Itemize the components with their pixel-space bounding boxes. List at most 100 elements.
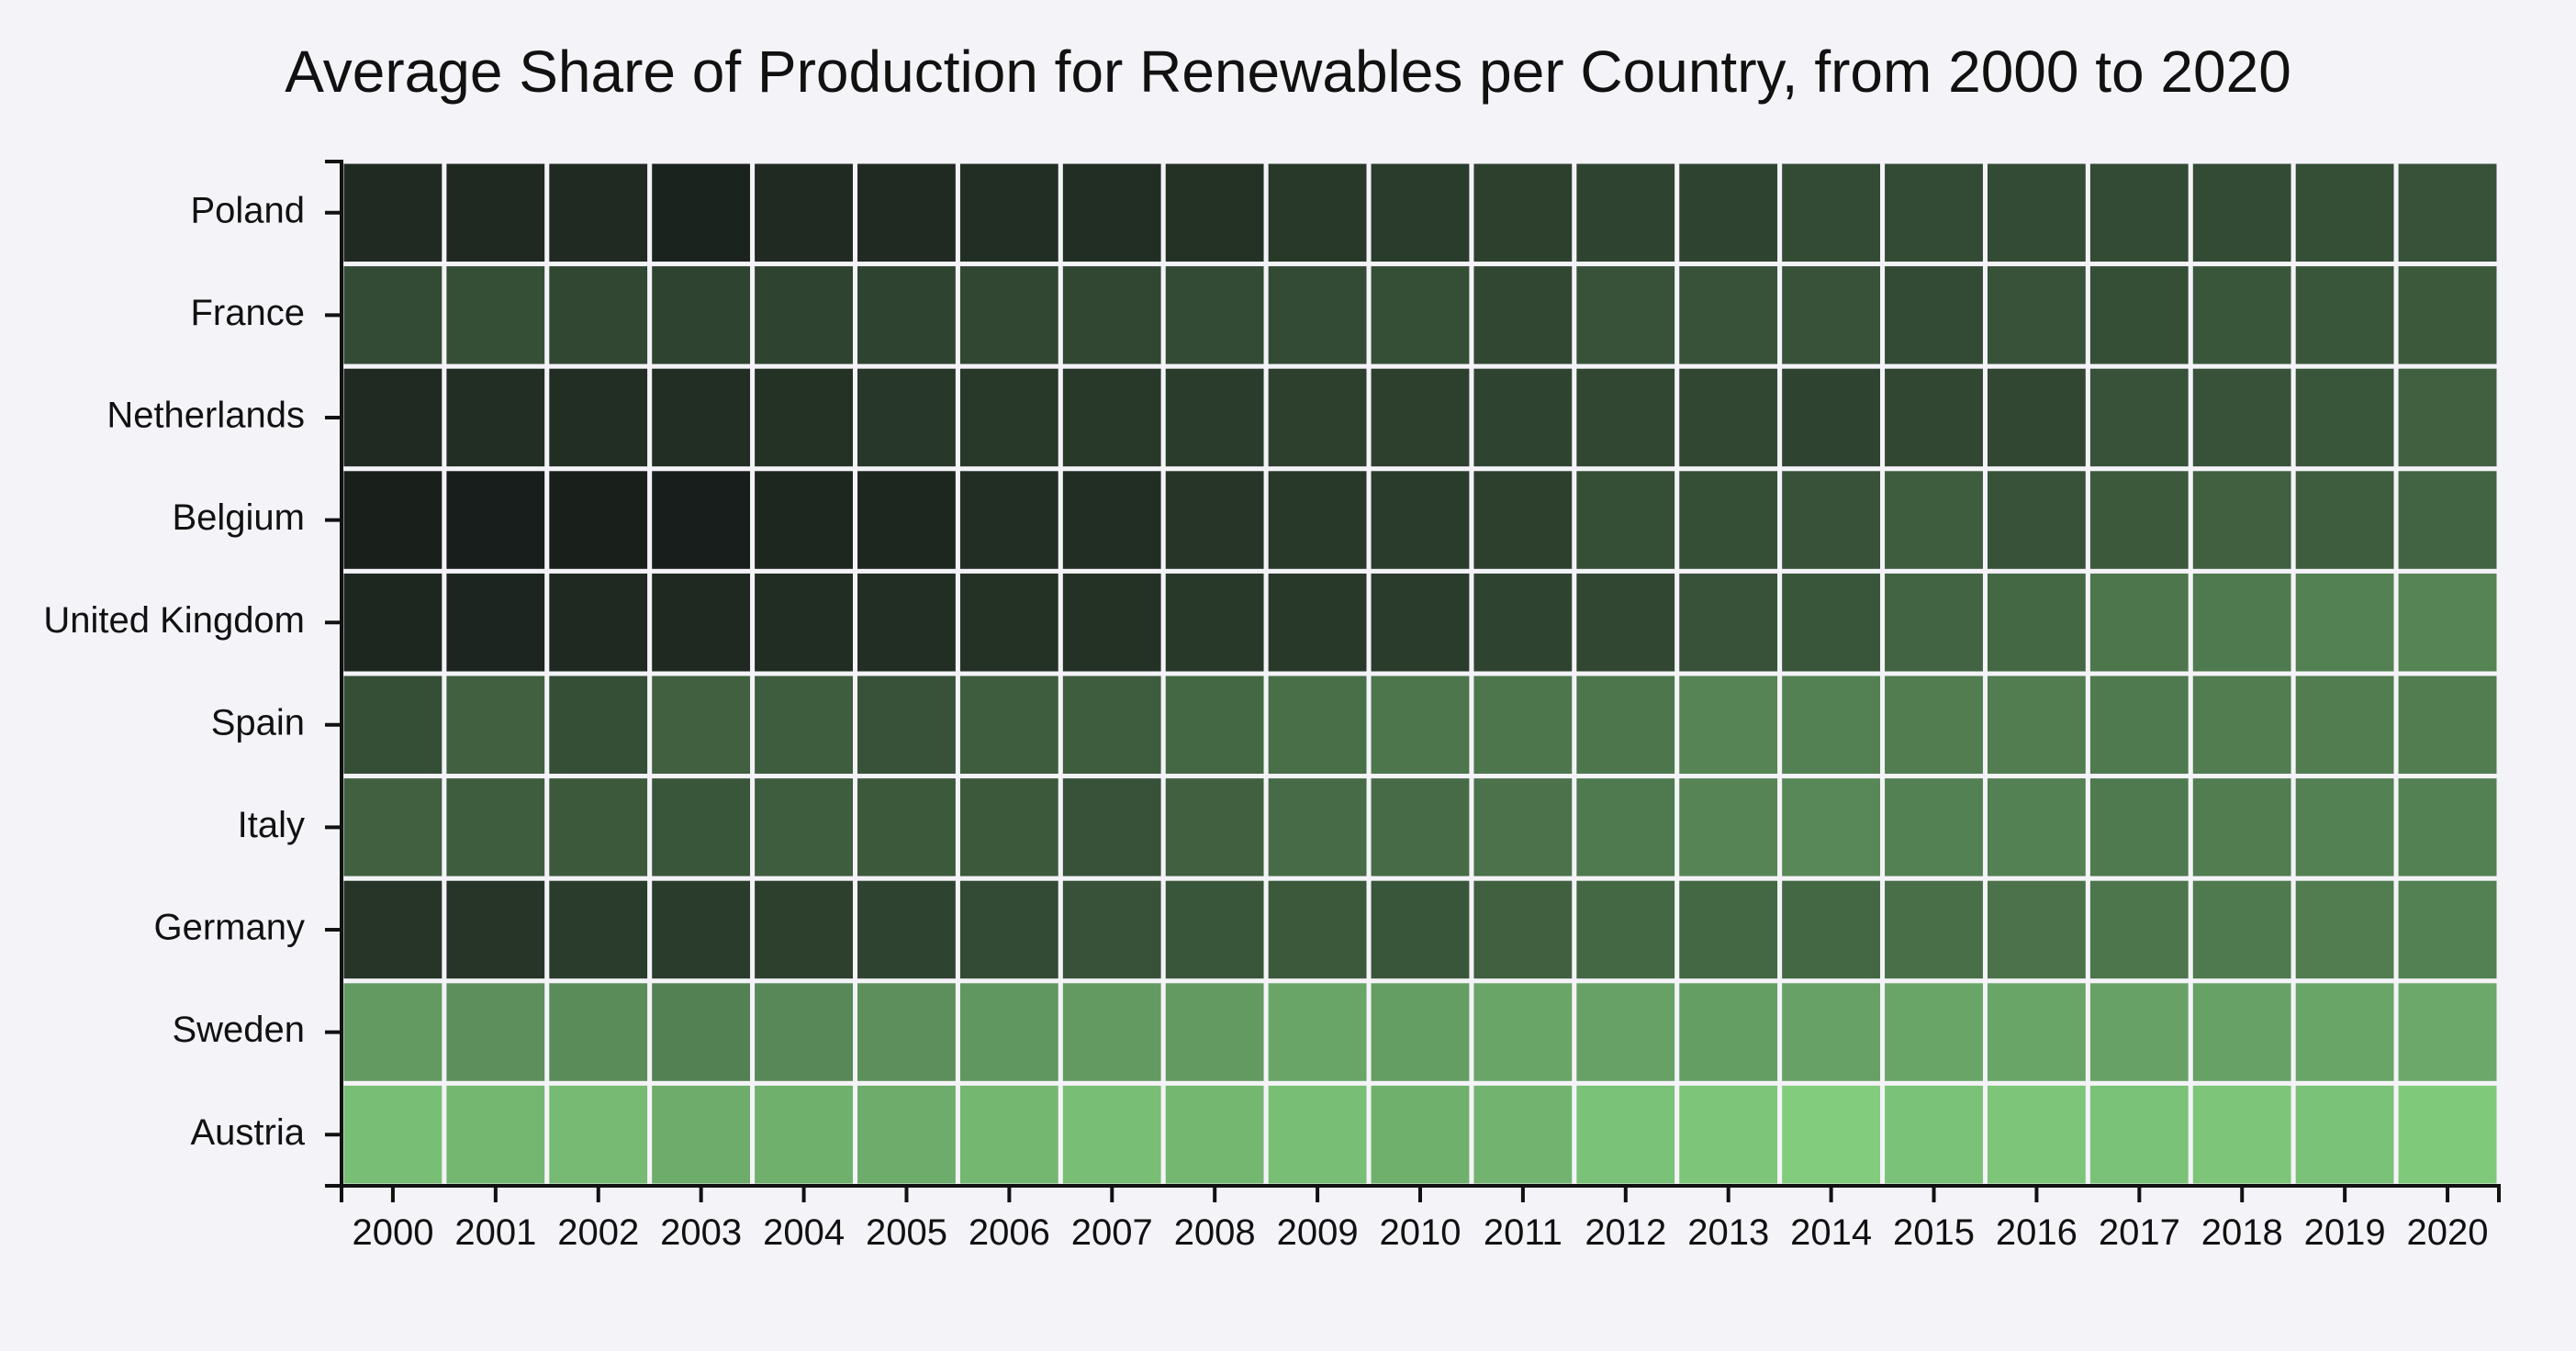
heatmap-cell	[1263, 876, 1372, 984]
heatmap-cell	[750, 262, 858, 369]
heatmap-cell	[2290, 466, 2399, 574]
heatmap-cell	[2290, 774, 2399, 881]
heatmap-cell	[853, 876, 960, 984]
heatmap-cell	[1880, 671, 1988, 779]
heatmap-cell	[647, 1080, 756, 1189]
heatmap-cell	[1469, 671, 1577, 779]
heatmap-cell	[853, 774, 960, 881]
heatmap-cell	[339, 1080, 447, 1189]
heatmap-cell	[2290, 262, 2399, 369]
heatmap-cell	[1880, 876, 1988, 984]
heatmap-cell	[1058, 262, 1166, 369]
heatmap-cell	[1469, 978, 1577, 1086]
heatmap-cell	[1982, 671, 2090, 779]
heatmap-cell	[750, 774, 858, 881]
heatmap-cell	[1777, 568, 1886, 676]
heatmap-cell	[1469, 876, 1577, 984]
heatmap-cell	[955, 774, 1063, 881]
y-tick-label: Austria	[191, 1112, 306, 1153]
heatmap-cell	[1572, 876, 1680, 984]
y-tick-label: France	[191, 293, 306, 333]
heatmap-cell	[442, 1080, 550, 1189]
heatmap-cell	[1469, 568, 1577, 676]
heatmap-cell	[442, 671, 550, 779]
heatmap-cell	[339, 466, 447, 574]
heatmap-cell	[750, 363, 858, 472]
x-tick-label: 2004	[763, 1212, 845, 1253]
heatmap-cell	[750, 1080, 858, 1189]
heatmap-cell	[442, 978, 550, 1086]
y-tick-label: Netherlands	[106, 396, 305, 436]
heatmap-cell	[1880, 568, 1988, 676]
heatmap-cell	[339, 774, 447, 881]
heatmap-cell	[339, 159, 447, 267]
heatmap-cell	[647, 363, 756, 472]
heatmap-cell	[2393, 568, 2502, 676]
heatmap-cell	[647, 466, 756, 574]
heatmap-cell	[2085, 1080, 2193, 1189]
heatmap-cell	[1160, 568, 1269, 676]
heatmap-cell	[1366, 568, 1474, 676]
heatmap-cell	[955, 262, 1063, 369]
heatmap-cell	[1880, 978, 1988, 1086]
heatmap-cell	[750, 671, 858, 779]
x-tick-label: 2006	[969, 1212, 1050, 1253]
heatmap-cell	[647, 876, 756, 984]
x-tick-label: 2005	[866, 1212, 947, 1253]
heatmap-cell	[647, 159, 756, 267]
heatmap-cell	[2188, 1080, 2296, 1189]
heatmap-cell	[1263, 671, 1372, 779]
heatmap-cell	[1880, 159, 1988, 267]
heatmap-cell	[1982, 876, 2090, 984]
heatmap-cell	[1160, 876, 1269, 984]
heatmap-cell	[1674, 466, 1783, 574]
heatmap-cell	[1058, 363, 1166, 472]
heatmap-cell	[544, 363, 653, 472]
y-tick-label: Spain	[211, 702, 305, 742]
heatmap-cell	[1880, 774, 1988, 881]
heatmap-cell	[647, 568, 756, 676]
heatmap-cell	[1674, 1080, 1783, 1189]
heatmap-cell	[1674, 159, 1783, 267]
heatmap-cell	[2188, 159, 2296, 267]
heatmap-cell	[442, 262, 550, 369]
x-tick-label: 2016	[1996, 1212, 2078, 1253]
heatmap-cell	[1777, 774, 1886, 881]
heatmap-cell	[2290, 363, 2399, 472]
x-axis: 2000 2001 2002 2003 2004 2005 2006 2007 2008 2009…	[340, 1184, 2501, 1253]
x-tick-label: 2019	[2304, 1212, 2386, 1253]
x-tick-label: 2011	[1484, 1212, 1562, 1253]
heatmap-cell	[2393, 363, 2502, 472]
heatmap-cell	[2188, 568, 2296, 676]
y-tick-label: Poland	[190, 190, 305, 230]
heatmap-cell	[1674, 568, 1783, 676]
heatmap-cell	[1160, 363, 1269, 472]
heatmap-cell	[1263, 363, 1372, 472]
heatmap-cell	[1263, 774, 1372, 881]
y-axis-line	[325, 160, 343, 1188]
heatmap-cell	[1366, 774, 1474, 881]
heatmap-cell	[1880, 262, 1988, 369]
heatmap-cell	[1058, 466, 1166, 574]
heatmap-cell	[1366, 671, 1474, 779]
x-tick-label: 2009	[1277, 1212, 1359, 1253]
heatmap-cell	[1572, 1080, 1680, 1189]
heatmap-cell	[1982, 774, 2090, 881]
heatmap-cell	[647, 671, 756, 779]
y-axis: Poland France Netherlands Belgium United Kin…	[43, 160, 343, 1188]
heatmap-cell	[1674, 876, 1783, 984]
heatmap-cell	[1058, 159, 1166, 267]
heatmap-cell	[2188, 774, 2296, 881]
heatmap-cell	[853, 466, 960, 574]
heatmap-cells	[339, 159, 2502, 1189]
heatmap-cell	[544, 774, 653, 881]
heatmap-cell	[1366, 466, 1474, 574]
heatmap-cell	[1572, 978, 1680, 1086]
heatmap-cell	[1160, 159, 1269, 267]
heatmap-cell	[1366, 262, 1474, 369]
heatmap-cell	[2393, 1080, 2502, 1189]
x-tick-label: 2012	[1585, 1212, 1666, 1253]
heatmap-cell	[1880, 466, 1988, 574]
heatmap-cell	[1572, 262, 1680, 369]
heatmap-cell	[339, 876, 447, 984]
